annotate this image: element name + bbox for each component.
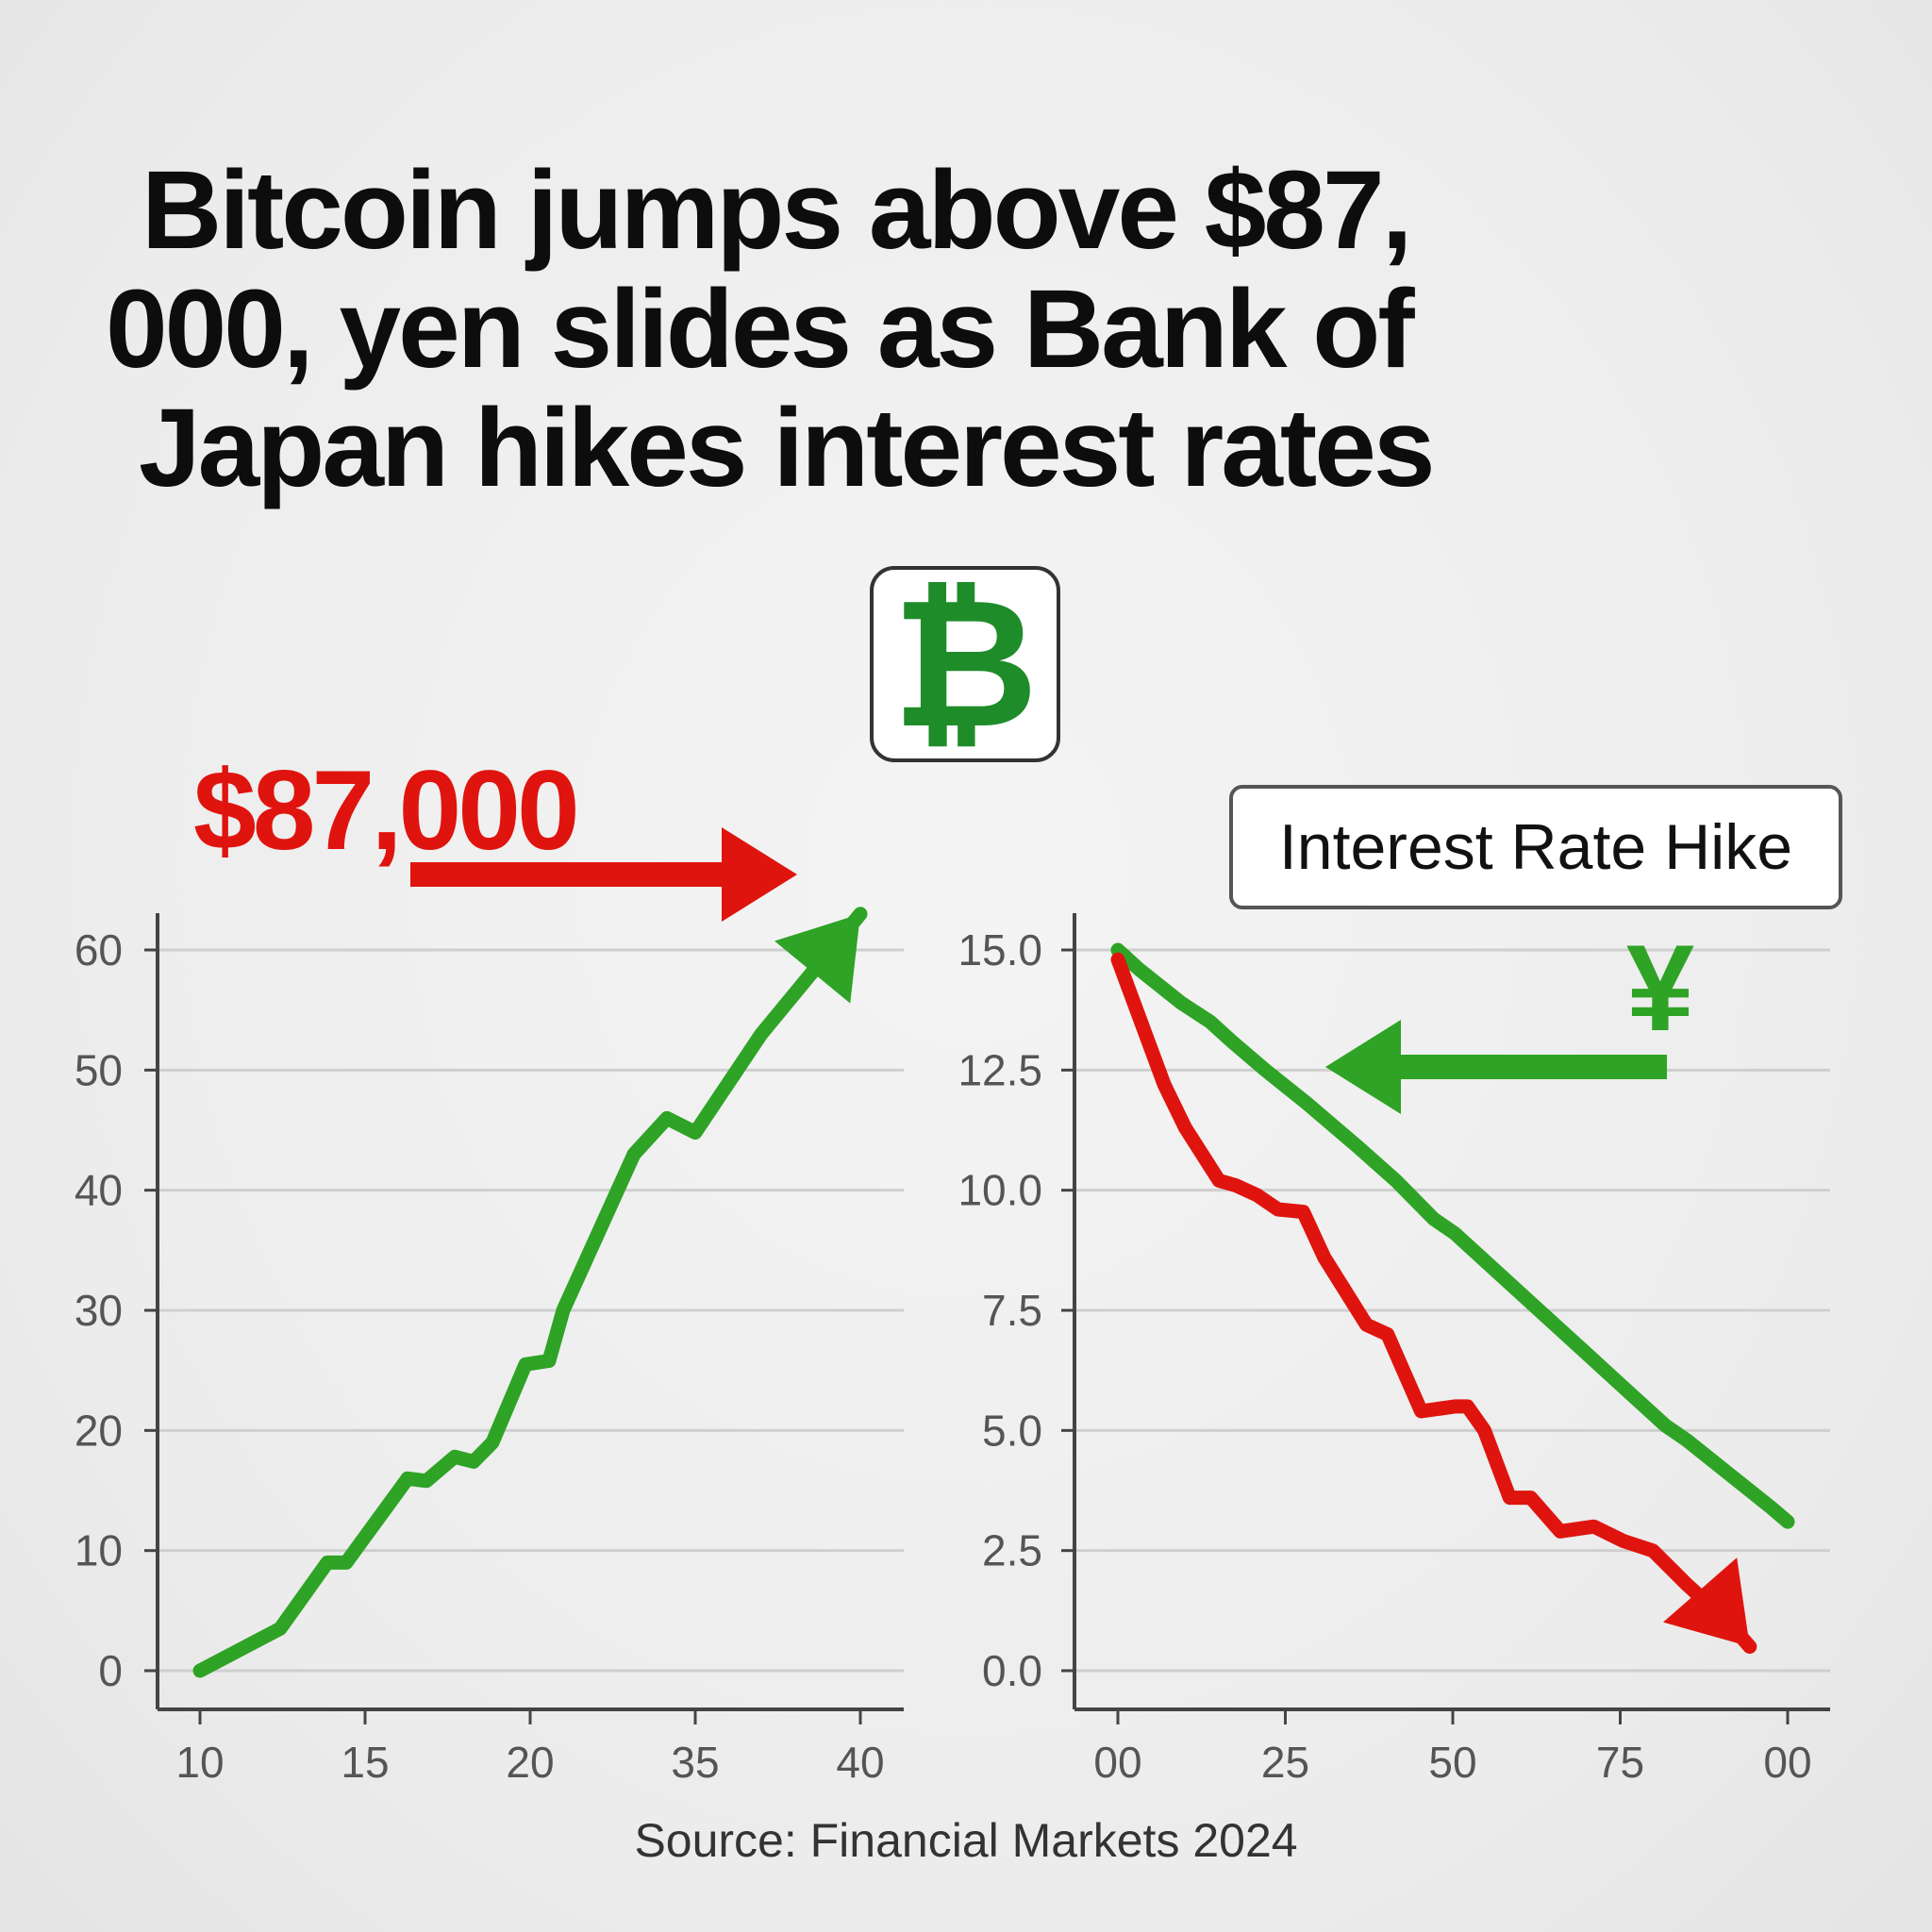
- y-tick-label: 40: [75, 1166, 123, 1215]
- series-line-green: [192, 907, 868, 1678]
- series-line-red: [1110, 952, 1757, 1654]
- series-line-green: [1110, 942, 1795, 1529]
- y-tick-label: 50: [75, 1045, 123, 1094]
- y-tick-label: 10.0: [958, 1166, 1042, 1215]
- x-tick-label: 10: [175, 1738, 224, 1787]
- x-tick-label: 50: [1428, 1738, 1476, 1787]
- interest-rate-label-text: Interest Rate Hike: [1278, 811, 1793, 883]
- bitcoin-icon: ₿: [891, 564, 1039, 764]
- headline-line-2: 000, yen slides as Bank of: [106, 267, 1415, 391]
- bitcoin-badge: ₿: [870, 564, 1060, 764]
- green-arrow-shaft: [1396, 1055, 1667, 1079]
- y-tick-label: 12.5: [958, 1045, 1042, 1094]
- y-tick-label: 20: [75, 1406, 123, 1455]
- y-tick-label: 10: [75, 1526, 123, 1575]
- y-tick-label: 60: [75, 925, 123, 974]
- red-arrow-shaft: [410, 862, 731, 887]
- x-tick-label: 25: [1261, 1738, 1309, 1787]
- headline: Bitcoin jumps above $87, 000, yen slides…: [106, 148, 1802, 510]
- headline-line-3: Japan hikes interest rates: [139, 386, 1435, 510]
- red-arrow-head: [722, 827, 797, 922]
- x-tick-label: 75: [1596, 1738, 1644, 1787]
- price-callout: $87,000: [193, 747, 580, 874]
- chart-annotations: ¥: [410, 827, 1694, 1114]
- green-arrow-head: [1325, 1020, 1401, 1114]
- x-tick-label: 15: [341, 1738, 389, 1787]
- headline-line-1: Bitcoin jumps above $87,: [142, 148, 1412, 273]
- interest-rate-label: Interest Rate Hike: [1229, 785, 1842, 909]
- y-tick-label: 5.0: [982, 1406, 1042, 1455]
- x-tick-label: 35: [671, 1738, 719, 1787]
- x-tick-label: 00: [1093, 1738, 1141, 1787]
- x-tick-label: 00: [1763, 1738, 1811, 1787]
- yen-rate-chart: 0.0 2.5 5.0 7.5 10.0 12.5 15.0 00 25 50 75 00: [958, 913, 1830, 1787]
- y-tick-label: 15.0: [958, 925, 1042, 974]
- y-tick-label: 2.5: [982, 1526, 1042, 1575]
- y-tick-label: 0.0: [982, 1646, 1042, 1695]
- source-note: Source: Financial Markets 2024: [634, 1814, 1298, 1867]
- series-arrowhead-green: [774, 913, 860, 1004]
- y-tick-label: 0: [98, 1646, 123, 1695]
- y-tick-label: 30: [75, 1286, 123, 1335]
- yen-icon: ¥: [1626, 919, 1694, 1057]
- x-tick-label: 20: [506, 1738, 554, 1787]
- y-tick-label: 7.5: [982, 1286, 1042, 1335]
- series-arrowhead-red: [1662, 1557, 1750, 1647]
- bitcoin-chart: 0 10 20 30 40 50 60 10 15 20 35 40: [75, 907, 904, 1787]
- x-tick-label: 40: [836, 1738, 884, 1787]
